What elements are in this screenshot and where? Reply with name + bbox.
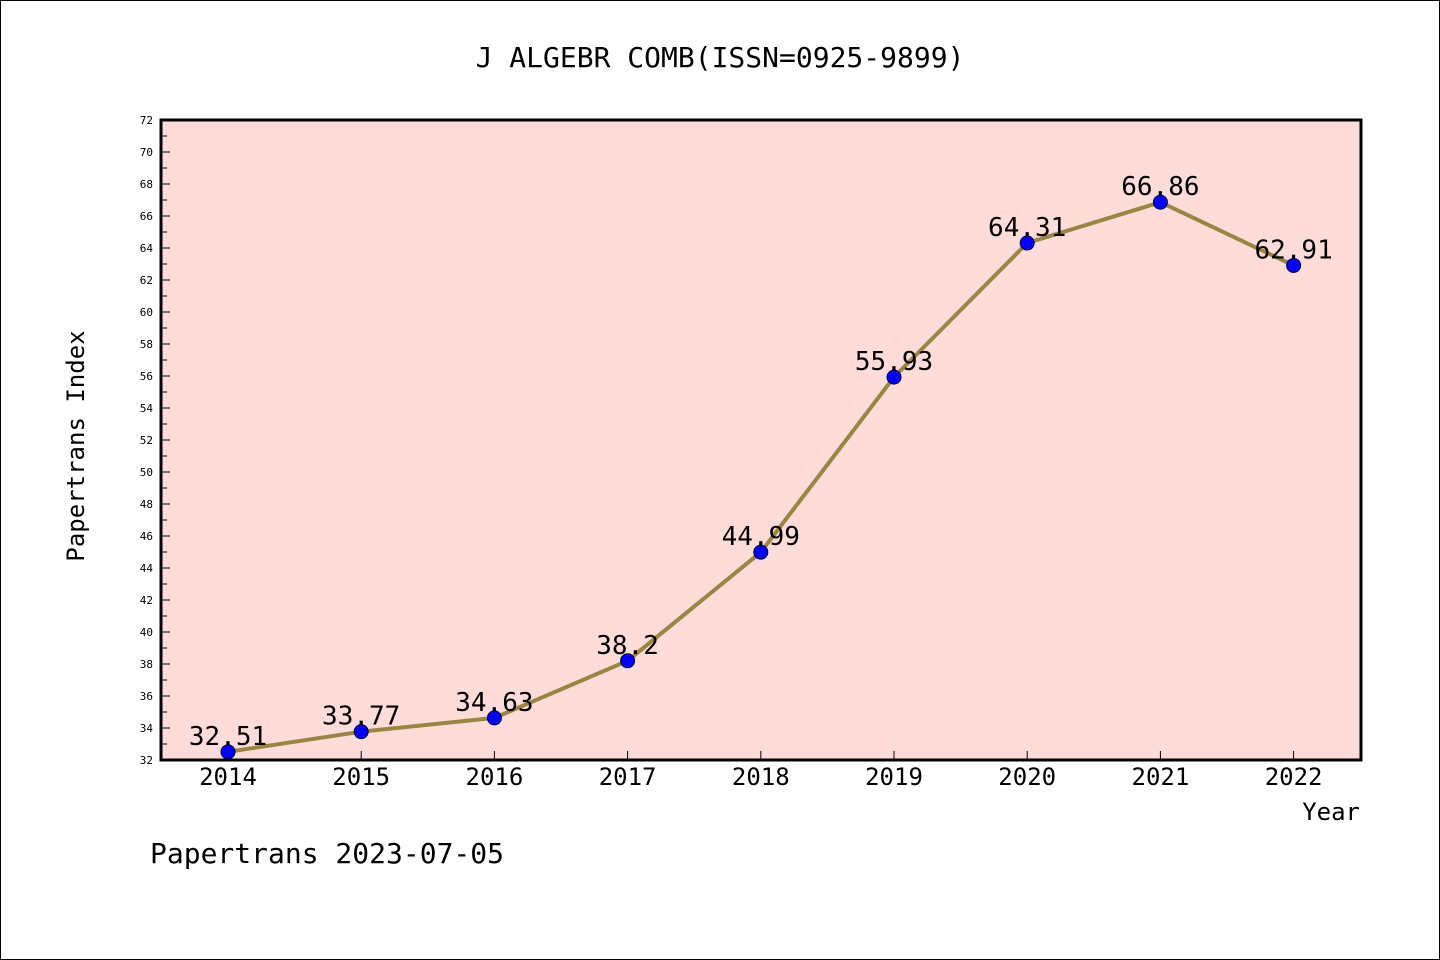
plot-area [161, 120, 1361, 760]
data-point [486, 710, 502, 726]
x-tick-label: 2022 [1265, 763, 1323, 791]
x-tick-label: 2016 [466, 763, 524, 791]
y-tick-label: 44 [140, 562, 154, 575]
footer-text: Papertrans 2023-07-05 [150, 837, 504, 870]
x-tick-label: 2017 [599, 763, 657, 791]
data-label: 66.86 [1121, 172, 1199, 202]
data-point [1286, 257, 1302, 273]
y-tick-label: 32 [140, 754, 153, 767]
series [220, 194, 1302, 760]
x-axis: 2014 2015 2016 2017 2018 2019 2020 2021 2022 [199, 751, 1322, 791]
data-label: 55.93 [855, 347, 933, 377]
data-point [1152, 194, 1168, 210]
data-label: 44.99 [722, 522, 800, 552]
y-tick-label: 54 [140, 402, 154, 415]
data-label: 33.77 [322, 702, 400, 732]
data-label: 32.51 [189, 722, 267, 752]
y-tick-label: 34 [140, 722, 154, 735]
data-point [886, 369, 902, 385]
y-tick-label: 60 [140, 306, 153, 319]
plot-border [159, 118, 1363, 762]
x-tick-label: 2015 [332, 763, 390, 791]
y-tick-label: 42 [140, 594, 153, 607]
y-tick-label: 52 [140, 434, 153, 447]
y-tick-label: 70 [140, 146, 153, 159]
x-tick-label: 2019 [865, 763, 923, 791]
y-tick-label: 38 [140, 658, 153, 671]
y-tick-label: 72 [140, 114, 153, 127]
data-labels: 32.51 33.77 34.63 38.2 44.99 55.93 64.31 66.86 6… [189, 172, 1333, 752]
y-tick-label: 50 [140, 466, 153, 479]
y-tick-label: 64 [140, 242, 154, 255]
y-tick-label: 58 [140, 338, 153, 351]
data-point [353, 724, 369, 740]
chart-title: J ALGEBR COMB(ISSN=0925-9899) [476, 41, 965, 74]
x-tick-label: 2020 [998, 763, 1056, 791]
x-tick-label: 2021 [1132, 763, 1190, 791]
y-tick-label: 62 [140, 274, 153, 287]
data-label: 64.31 [988, 213, 1066, 243]
y-tick-label: 68 [140, 178, 153, 191]
y-axis-label: Papertrans Index [62, 330, 90, 561]
x-axis-label: Year [1302, 798, 1360, 826]
x-tick-label: 2014 [199, 763, 257, 791]
y-tick-label: 56 [140, 370, 153, 383]
y-tick-label: 46 [140, 530, 153, 543]
data-label: 38.2 [596, 631, 659, 661]
data-point [1019, 235, 1035, 251]
y-tick-label: 36 [140, 690, 153, 703]
data-point [620, 653, 636, 669]
data-label: 34.63 [455, 688, 533, 718]
y-tick-label: 48 [140, 498, 153, 511]
y-tick-label: 40 [140, 626, 153, 639]
x-tick-label: 2018 [732, 763, 790, 791]
data-label: 62.91 [1254, 235, 1332, 265]
y-tick-label: 66 [140, 210, 153, 223]
data-point [753, 544, 769, 560]
